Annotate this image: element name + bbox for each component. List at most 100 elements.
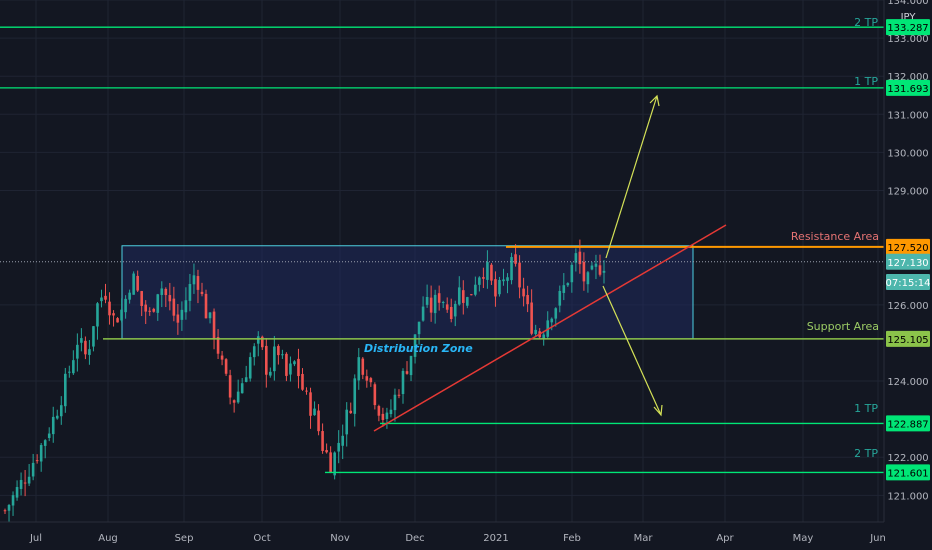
candle-body	[269, 371, 272, 376]
candle-body	[289, 363, 292, 375]
price-axis[interactable]: JPY 121.000122.000124.000126.000129.0001…	[883, 0, 932, 522]
price-label-bg-2	[886, 238, 930, 255]
candle-body	[164, 288, 168, 296]
price-label-6: 122.887	[887, 419, 928, 430]
tp2-bottom-label: 2 TP	[854, 447, 878, 460]
candle-body	[598, 265, 602, 275]
x-tick-label: Jun	[869, 533, 886, 544]
level-lines[interactable]	[0, 26, 884, 474]
down-arrow-head	[653, 404, 663, 417]
candle-body	[413, 334, 417, 357]
candle-body	[84, 340, 87, 355]
candle-body	[574, 253, 578, 263]
price-label-1: 131.693	[887, 84, 928, 95]
candle-body	[369, 378, 373, 383]
candle-body	[252, 346, 256, 358]
candle-body	[212, 311, 216, 340]
x-tick-label: Mar	[634, 533, 654, 544]
candle-body	[273, 346, 276, 372]
candle-body	[510, 257, 513, 281]
x-tick-label: May	[793, 533, 814, 544]
candle-body	[550, 318, 554, 323]
candle-body	[449, 306, 453, 320]
candle-body	[88, 349, 91, 355]
candle-body	[168, 295, 172, 302]
annotations: 2 TP 1 TP Resistance Area Support Area D…	[364, 16, 879, 460]
distribution-zone-label: Distribution Zone	[364, 342, 473, 355]
candle-body	[160, 288, 164, 295]
price-label-bg-5	[886, 330, 930, 347]
candle-body	[377, 406, 381, 416]
candle-body	[132, 273, 135, 295]
candle-body	[72, 360, 75, 374]
time-axis[interactable]: Jul Aug Sep Oct Nov Dec 2021 Feb Mar Apr May Jun	[0, 521, 886, 544]
x-ticks: Jul Aug Sep Oct Nov Dec 2021 Feb Mar Apr May Jun	[29, 533, 886, 544]
candle-body	[108, 301, 111, 316]
up-arrow-head	[649, 94, 660, 107]
candle-body	[373, 384, 377, 406]
price-label-7: 121.601	[887, 468, 928, 479]
candle-body	[445, 304, 449, 310]
candle-body	[421, 306, 425, 321]
distribution-zone-rect	[121, 245, 694, 340]
candle-body	[417, 321, 421, 335]
price-label-bg-7	[886, 464, 930, 481]
y-tick-label: 121.000	[887, 491, 928, 502]
candle-body	[562, 285, 566, 293]
candle-body	[321, 431, 324, 451]
candle-body	[518, 262, 521, 288]
grid	[0, 0, 884, 522]
y-tick-label: 131.000	[887, 110, 928, 121]
trend-line	[373, 224, 727, 432]
candle-body	[120, 309, 123, 321]
candle-body	[200, 291, 204, 295]
candle-body	[514, 254, 517, 264]
candle-body	[361, 358, 365, 375]
resistance-label: Resistance Area	[791, 230, 879, 243]
candle-body	[285, 353, 288, 376]
price-label-bg-1	[886, 79, 930, 96]
price-label-2: 127.520	[887, 243, 928, 254]
y-tick-label: 130.000	[887, 148, 928, 159]
distribution-zone-box	[121, 245, 694, 340]
price-labels: 133.287 131.693 127.520 127.130 07:15:14 125.…	[886, 19, 931, 481]
y-ticks: 121.000 122.000 124.000 126.000 129.000 130.0…	[887, 0, 928, 502]
drawings[interactable]	[373, 94, 727, 432]
candle-body	[35, 460, 39, 462]
up-arrow-shaft	[605, 95, 658, 259]
candle-body	[104, 295, 107, 300]
candle-body	[494, 279, 497, 297]
candle-body	[244, 377, 248, 382]
candle-body	[329, 452, 332, 474]
candle-body	[457, 287, 461, 305]
candle-body	[124, 298, 127, 313]
candle-body	[437, 293, 441, 303]
price-label-bg-3	[886, 253, 930, 270]
candle-body	[39, 445, 43, 462]
y-tick-label: 122.000	[887, 453, 928, 464]
candle-body	[478, 277, 481, 285]
candle-body	[349, 410, 353, 414]
candle-body	[15, 487, 19, 498]
candle-body	[277, 346, 280, 356]
candle-body	[136, 275, 139, 291]
price-label-bg-4	[886, 273, 930, 290]
candle-body	[220, 355, 224, 360]
candle-body	[357, 357, 361, 381]
candle-body	[232, 400, 236, 403]
x-tick-label: 2021	[483, 533, 508, 544]
candle-body	[11, 495, 15, 506]
candles[interactable]	[3, 239, 606, 523]
candle-body	[7, 505, 11, 511]
x-tick-label: Jul	[29, 533, 42, 544]
candle-body	[265, 345, 268, 375]
candle-body	[365, 376, 369, 381]
candle-body	[152, 308, 156, 312]
price-label-4: 07:15:14	[886, 278, 931, 289]
candle-body	[381, 413, 385, 420]
candle-body	[116, 318, 119, 323]
candle-body	[68, 371, 71, 373]
candle-body	[51, 416, 55, 435]
candle-body	[64, 373, 67, 407]
